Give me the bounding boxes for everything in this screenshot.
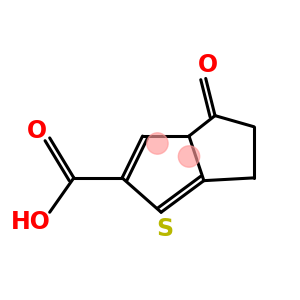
Text: S: S [156, 217, 173, 241]
Circle shape [178, 146, 200, 167]
Text: O: O [27, 119, 47, 143]
Circle shape [147, 133, 168, 154]
Text: HO: HO [11, 209, 51, 233]
Text: O: O [197, 53, 218, 77]
